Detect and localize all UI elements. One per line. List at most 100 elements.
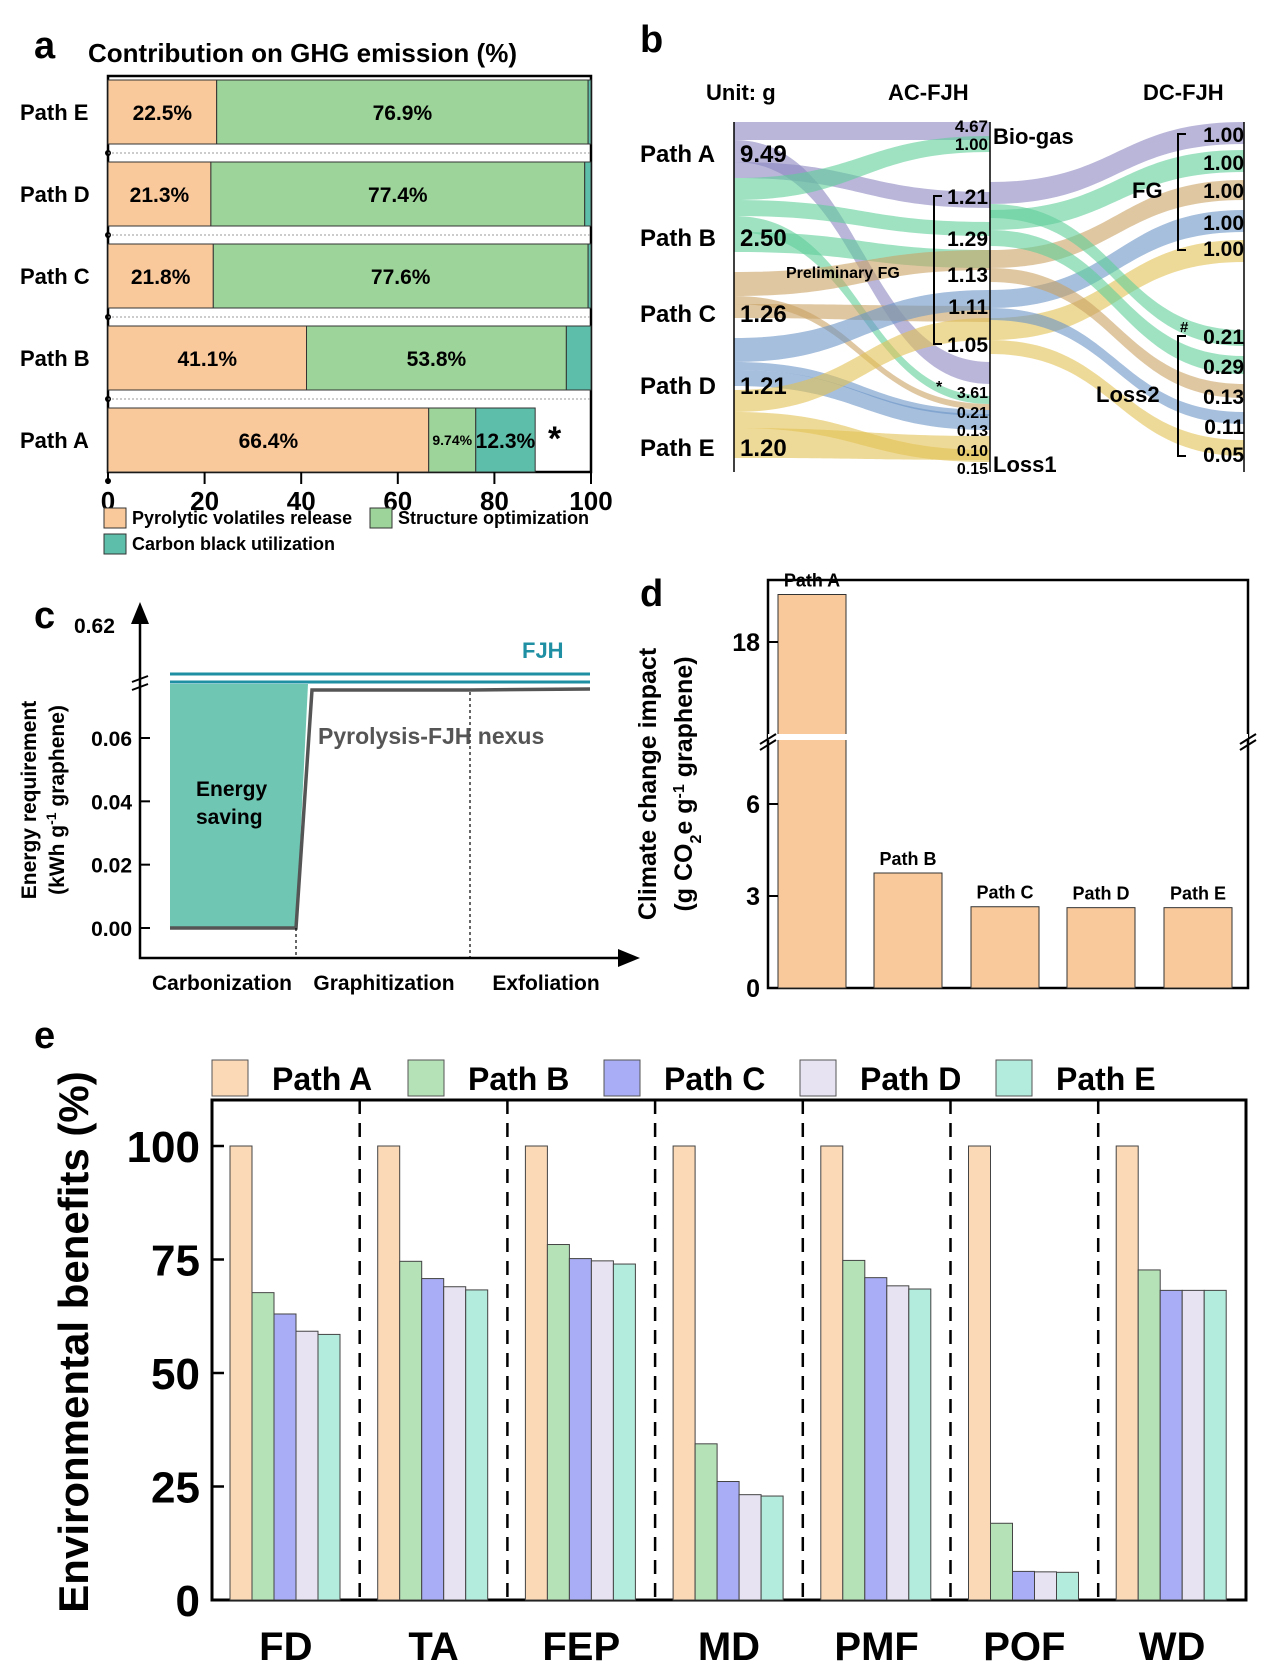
panel-d-bar [1163,907,1233,989]
panel-e-y-tick-label: 50 [151,1350,200,1399]
panel-c-axis-break [131,675,149,691]
panel-b-flow-left [734,200,990,236]
panel-e-bar [377,1145,401,1601]
panel-a-bar-segment [107,161,212,227]
panel-e-bar [672,1145,696,1601]
panel-a-bar-segment [587,243,592,309]
panel-e-bar [1056,1571,1079,1601]
panel-e-x-tick-label: FEP [542,1625,620,1669]
panel-e-x-tick-label: WD [1139,1625,1206,1669]
panel-c-area-label-1: Energy [196,778,268,801]
panel-b-flow-left [734,362,990,416]
panel-a-legend-label: Structure optimization [398,508,589,528]
panel-e-x-tick-label: FD [259,1625,312,1669]
panel-b-ac-fg-value: 1.11 [948,296,988,319]
panel-b-flow-left [734,250,990,296]
panel-a-bar-segment [428,407,477,473]
panel-e-bar [399,1260,423,1601]
panel-d-bar-label: Path E [1170,884,1226,904]
panel-e-bar [820,1145,844,1601]
panel-b-source-value: 2.50 [740,225,787,252]
panel-e-y-tick-label: 25 [151,1464,200,1513]
panel-b-loss2-bracket [1177,335,1186,457]
panel-a-bar-segment [475,407,536,473]
panel-b-ac-fg-value: 1.05 [947,334,988,357]
panel-a-category-label: Path C [20,264,90,289]
panel-b-fg-bracket [1177,133,1186,251]
panel-b-col-dc: DC-FJH [1143,80,1224,105]
panel-e-y-tick-label: 0 [176,1577,200,1626]
panel-c-stage-label: Graphitization [313,972,454,995]
panel-a-x-tick-label: 20 [190,486,219,516]
panel-b-source-name: Path B [640,225,716,252]
panel-e-bar [1137,1269,1161,1601]
panel-c-fjh-label: FJH [522,638,564,663]
panel-b-dc-loss-value: 0.21 [1203,326,1244,349]
panel-c-x-arrow [618,949,640,967]
panel-e-bar [546,1244,570,1601]
panel-e-x-tick-label: MD [698,1625,760,1669]
panel-b-source-value: 1.26 [740,301,787,328]
panel-a-bar-label: 53.8% [407,348,467,371]
panel-b-source-value: 1.21 [740,373,787,400]
panel-e-bar [1159,1289,1183,1601]
panel-e-bar [886,1285,910,1601]
panel-e-legend-label: Path C [664,1061,765,1097]
panel-b-star-mark: * [936,379,943,396]
panel-a-bar-label: 21.8% [131,266,191,289]
panel-e-bar [443,1286,467,1601]
panel-b-flow-right [990,230,1244,374]
panel-a-bar-segment [565,325,592,391]
panel-b-fg-label: FG [1132,178,1163,203]
panel-c-area-label-2: saving [196,806,263,829]
panel-b-biogas-label: Bio-gas [993,124,1074,149]
panel-b-flow-right [990,308,1244,424]
panel-d-bars: Path A Path B Path C Path D Path E [777,571,1233,989]
panel-e-bar [568,1258,592,1601]
panel-e-bar [968,1145,991,1601]
panel-b-loss2-label: Loss2 [1096,382,1160,407]
panel-a-legend: Pyrolytic volatiles release Structure opt… [103,507,589,555]
panel-e-legend-label: Path A [272,1061,372,1097]
panel-b-dc-loss-value: 0.11 [1204,416,1244,439]
panel-a-title: Contribution on GHG emission (%) [88,38,517,68]
panel-e-bar [317,1333,341,1601]
panel-d-bar [1066,907,1136,989]
panel-a-bar-label: 77.4% [368,184,428,207]
panel-a-category-label: Path A [20,428,89,453]
panel-b-flow-left [734,122,990,140]
panel-d-bar [873,872,943,989]
panel-e-y-tick-label: 75 [151,1237,200,1286]
panel-b-prelim-fg-bracket [933,195,942,345]
panel-d-ylabel-1: Climate change impact [634,647,662,920]
panel-e-bar [864,1277,888,1601]
panel-c-stage-label: Exfoliation [492,972,599,995]
panel-b-ac-fg-value: 1.21 [947,186,988,209]
panel-a-legend-swatch [369,507,393,529]
panel-d-ylabel-2: (g CO2e g-1 graphene) [670,656,705,911]
panel-c-ylabel-2b: -1 [43,812,59,825]
panel-b: Unit: g AC-FJH DC-FJH Path A 9.49 Path B 2.… [640,80,1245,478]
panel-a-bar-label: 22.5% [133,102,193,125]
panel-d-bar-label: Path C [976,883,1033,903]
panel-b-unit: Unit: g [706,80,776,105]
panel-b-flow-left [734,318,990,412]
panel-e-x-tick-label: TA [408,1625,458,1669]
panel-b-source-value: 1.20 [740,435,787,462]
panel-a-bar-label: 76.9% [373,102,433,125]
panel-e-legend-label: Path D [860,1061,961,1097]
panel-a-bar-label: 41.1% [177,348,237,371]
panel-c-ylabel-2c: graphene) [46,705,69,812]
panel-b-flow-left [734,428,990,460]
panel-b-source-name: Path D [640,373,716,400]
panel-a-bar-segment [306,325,567,391]
panel-a-legend-label: Pyrolytic volatiles release [132,508,352,528]
panel-letter-a: a [34,25,56,67]
panel-letter-e: e [34,1015,55,1057]
panel-b-flow-right [990,122,1244,204]
panel-e-legend-label: Path E [1056,1061,1156,1097]
panel-b-source-name: Path E [640,435,715,462]
panel-b-dc-fg-value: 1.00 [1203,238,1244,261]
panel-b-flow-right [990,340,1244,456]
panel-b-dc-loss-value: 0.13 [1203,386,1244,409]
